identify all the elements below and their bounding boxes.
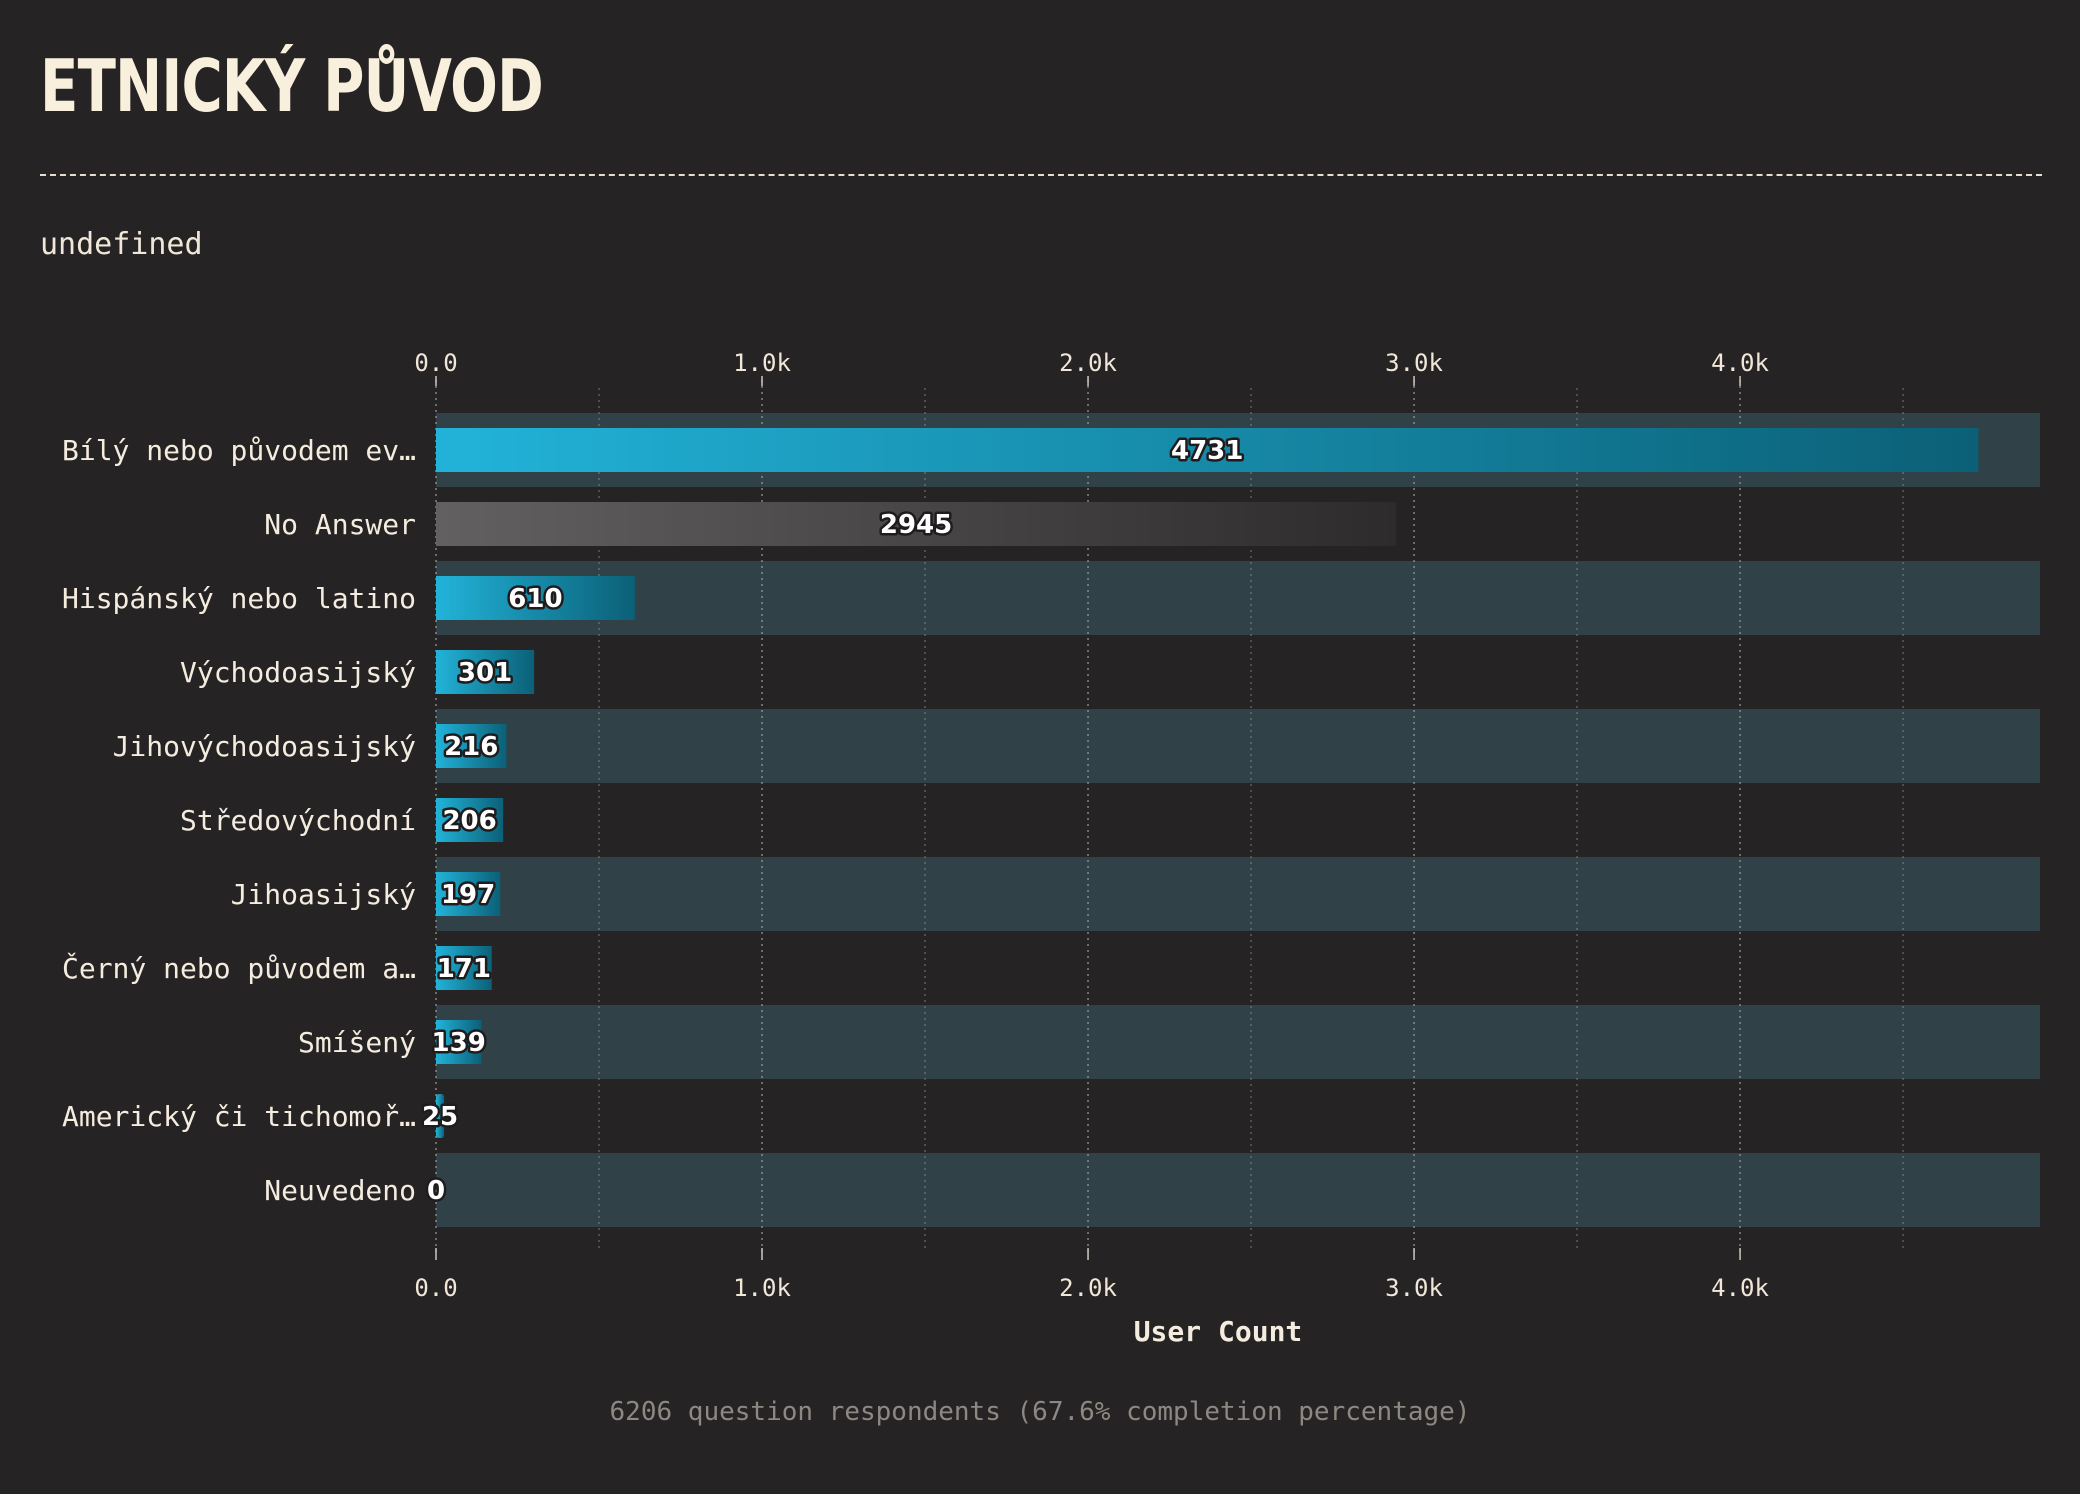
bar <box>436 502 1397 546</box>
bar <box>436 576 635 620</box>
category-label: Neuvedeno <box>264 1174 416 1207</box>
category-label: No Answer <box>264 508 416 541</box>
value-label: 0 <box>427 1176 445 1206</box>
page-title: ETNICKÝ PŮVOD <box>40 44 544 128</box>
bar <box>436 946 492 990</box>
bottom-axis-ticks: 0.0 1.0k 2.0k 3.0k 4.0k <box>414 1248 1770 1302</box>
bar <box>436 872 501 916</box>
bar <box>436 798 504 842</box>
row-band <box>436 561 2040 635</box>
bar <box>436 1094 445 1138</box>
bottom-tick-label: 3.0k <box>1385 1274 1443 1302</box>
category-label: Bílý nebo původem ev… <box>62 434 416 467</box>
chart-subtitle: undefined <box>40 227 203 262</box>
category-label: Jihovýchodoasijský <box>113 730 416 763</box>
value-label: 197 <box>441 880 495 910</box>
category-label: Středovýchodní <box>180 804 416 837</box>
top-axis-ticks: 0.0 1.0k 2.0k 3.0k 4.0k <box>414 349 1770 386</box>
bottom-tick-label: 2.0k <box>1059 1274 1117 1302</box>
value-label: 139 <box>432 1028 486 1058</box>
category-labels: Bílý nebo původem ev… No Answer Hispánský … <box>62 434 416 1207</box>
row-band <box>436 1005 2040 1079</box>
value-label: 216 <box>444 732 498 762</box>
bar <box>436 428 1979 472</box>
value-label: 4731 <box>1171 436 1243 466</box>
bar <box>436 1020 482 1064</box>
value-label: 301 <box>458 658 512 688</box>
title-divider <box>40 174 2042 176</box>
bottom-tick-label: 0.0 <box>414 1274 457 1302</box>
row-band <box>436 1153 2040 1227</box>
value-label: 610 <box>508 584 562 614</box>
value-label: 2945 <box>880 510 952 540</box>
top-tick-label: 3.0k <box>1385 349 1443 377</box>
row-band <box>436 857 2040 931</box>
bottom-tick-label: 1.0k <box>733 1274 791 1302</box>
top-tick-label: 0.0 <box>414 349 457 377</box>
bar <box>436 724 507 768</box>
row-band <box>436 709 2040 783</box>
bars <box>436 428 1979 1138</box>
value-label: 25 <box>422 1102 458 1132</box>
top-tick-label: 2.0k <box>1059 349 1117 377</box>
bar <box>436 650 535 694</box>
category-label: Americký či tichomoř… <box>62 1100 416 1133</box>
category-label: Smíšený <box>298 1026 416 1059</box>
top-tick-label: 1.0k <box>733 349 791 377</box>
value-label: 171 <box>437 954 491 984</box>
category-label: Jihoasijský <box>231 878 416 911</box>
bottom-tick-label: 4.0k <box>1711 1274 1769 1302</box>
value-label: 206 <box>442 806 496 836</box>
category-label: Černý nebo původem a… <box>62 951 416 985</box>
respondents-note: 6206 question respondents (67.6% complet… <box>609 1397 1471 1427</box>
row-bands <box>436 413 2040 1227</box>
top-tick-label: 4.0k <box>1711 349 1769 377</box>
bar-chart: Bílý nebo původem ev… No Answer Hispánský … <box>62 349 2040 1348</box>
category-label: Hispánský nebo latino <box>62 582 416 615</box>
x-axis-label: User Count <box>1134 1315 1303 1348</box>
value-labels: 4731 2945 610 301 216 206 197 171 139 25 0 <box>419 434 1245 1209</box>
category-label: Východoasijský <box>180 656 416 689</box>
